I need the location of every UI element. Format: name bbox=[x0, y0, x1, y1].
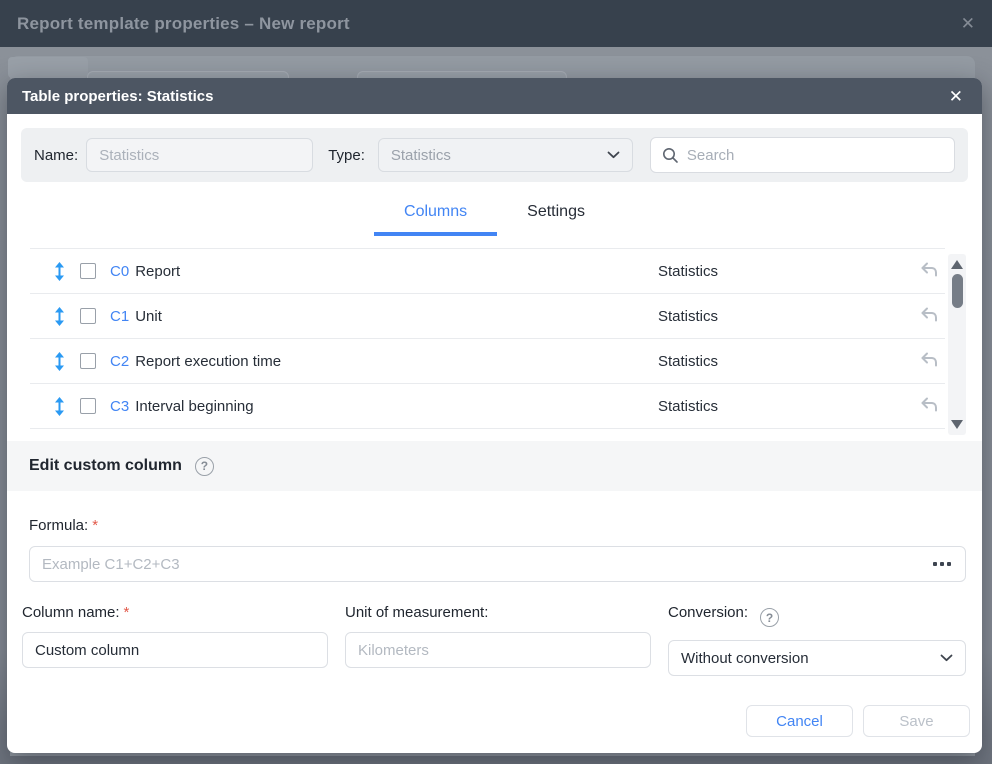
cancel-button[interactable]: Cancel bbox=[746, 705, 853, 737]
row-checkbox[interactable] bbox=[80, 398, 96, 414]
edit-custom-column-title: Edit custom column bbox=[29, 457, 182, 474]
undo-icon[interactable] bbox=[919, 352, 939, 370]
unit-input[interactable] bbox=[345, 632, 651, 668]
close-icon[interactable]: ✕ bbox=[948, 86, 963, 106]
search-input[interactable] bbox=[686, 146, 943, 164]
column-source: Statistics bbox=[658, 262, 719, 280]
column-name: Report bbox=[135, 262, 181, 280]
table-row: C1 Unit Statistics bbox=[30, 294, 945, 339]
table-properties-dialog: Table properties: Statistics ✕ Name: Typ… bbox=[7, 78, 982, 753]
type-label: Type: bbox=[328, 146, 365, 164]
outer-close-icon[interactable]: ✕ bbox=[960, 14, 975, 33]
conversion-label: Conversion: bbox=[668, 604, 749, 621]
scroll-down-icon[interactable] bbox=[951, 420, 963, 429]
column-source: Statistics bbox=[658, 397, 719, 415]
custom-column-fields: Column name:* Unit of measurement: Conve… bbox=[7, 604, 982, 676]
dialog-title: Table properties: Statistics bbox=[22, 87, 214, 105]
drag-updown-icon[interactable] bbox=[52, 306, 67, 326]
vertical-scrollbar[interactable] bbox=[948, 254, 966, 435]
required-marker: * bbox=[92, 517, 99, 534]
undo-icon[interactable] bbox=[919, 397, 939, 415]
formula-input[interactable] bbox=[29, 546, 966, 582]
column-source: Statistics bbox=[658, 352, 719, 370]
column-name-label: Column name: bbox=[22, 604, 120, 621]
tab-settings[interactable]: Settings bbox=[527, 203, 585, 220]
chevron-down-icon bbox=[607, 151, 620, 159]
scrollbar-thumb[interactable] bbox=[951, 274, 963, 308]
column-name: Unit bbox=[135, 307, 162, 325]
column-name: Report execution time bbox=[135, 352, 282, 370]
dimmed-background-control bbox=[8, 57, 88, 78]
table-row: C2 Report execution time Statistics bbox=[30, 339, 945, 384]
drag-updown-icon[interactable] bbox=[52, 261, 67, 281]
conversion-select-value: Without conversion bbox=[681, 649, 809, 667]
column-source: Statistics bbox=[658, 307, 719, 325]
formula-ellipsis-button[interactable] bbox=[931, 556, 953, 572]
dialog-footer: Cancel Save bbox=[7, 705, 982, 737]
save-button[interactable]: Save bbox=[863, 705, 970, 737]
search-icon bbox=[662, 147, 678, 163]
edit-custom-column-header: Edit custom column ? bbox=[7, 441, 982, 491]
outer-dialog-title: Report template properties – New report bbox=[17, 13, 350, 33]
drag-updown-icon[interactable] bbox=[52, 351, 67, 371]
undo-icon[interactable] bbox=[919, 262, 939, 280]
table-row: C3 Interval beginning Statistics bbox=[30, 384, 945, 429]
formula-field-group: Formula: * bbox=[7, 491, 982, 582]
name-label: Name: bbox=[34, 146, 79, 164]
scroll-up-icon[interactable] bbox=[951, 260, 963, 269]
help-icon[interactable]: ? bbox=[194, 456, 214, 476]
chevron-down-icon bbox=[940, 654, 953, 662]
column-code: C0 bbox=[110, 262, 130, 280]
undo-icon[interactable] bbox=[919, 307, 939, 325]
columns-list: C0 Report Statistics C1 Unit Statistics bbox=[30, 248, 945, 429]
column-name: Interval beginning bbox=[135, 397, 254, 415]
required-marker: * bbox=[123, 604, 130, 621]
column-code: C2 bbox=[110, 352, 130, 370]
help-icon[interactable]: ? bbox=[760, 608, 780, 627]
unit-label: Unit of measurement: bbox=[345, 604, 489, 621]
row-checkbox[interactable] bbox=[80, 263, 96, 279]
dialog-titlebar: Table properties: Statistics ✕ bbox=[7, 78, 982, 114]
tab-columns[interactable]: Columns bbox=[374, 194, 498, 236]
name-input[interactable] bbox=[86, 138, 314, 172]
row-checkbox[interactable] bbox=[80, 308, 96, 324]
column-code: C1 bbox=[110, 307, 130, 325]
table-meta-bar: Name: Type: Statistics bbox=[21, 128, 968, 182]
outer-dialog-titlebar: Report template properties – New report … bbox=[0, 0, 992, 47]
search-box bbox=[649, 137, 955, 173]
drag-updown-icon[interactable] bbox=[52, 396, 67, 416]
row-checkbox[interactable] bbox=[80, 353, 96, 369]
conversion-select[interactable]: Without conversion bbox=[668, 640, 966, 676]
table-row: C0 Report Statistics bbox=[30, 249, 945, 294]
tab-bar: Columns Settings bbox=[7, 194, 982, 236]
column-code: C3 bbox=[110, 397, 130, 415]
formula-label: Formula: bbox=[29, 517, 89, 534]
type-select-value: Statistics bbox=[390, 146, 451, 164]
column-name-input[interactable] bbox=[22, 632, 328, 668]
type-select[interactable]: Statistics bbox=[377, 138, 633, 172]
